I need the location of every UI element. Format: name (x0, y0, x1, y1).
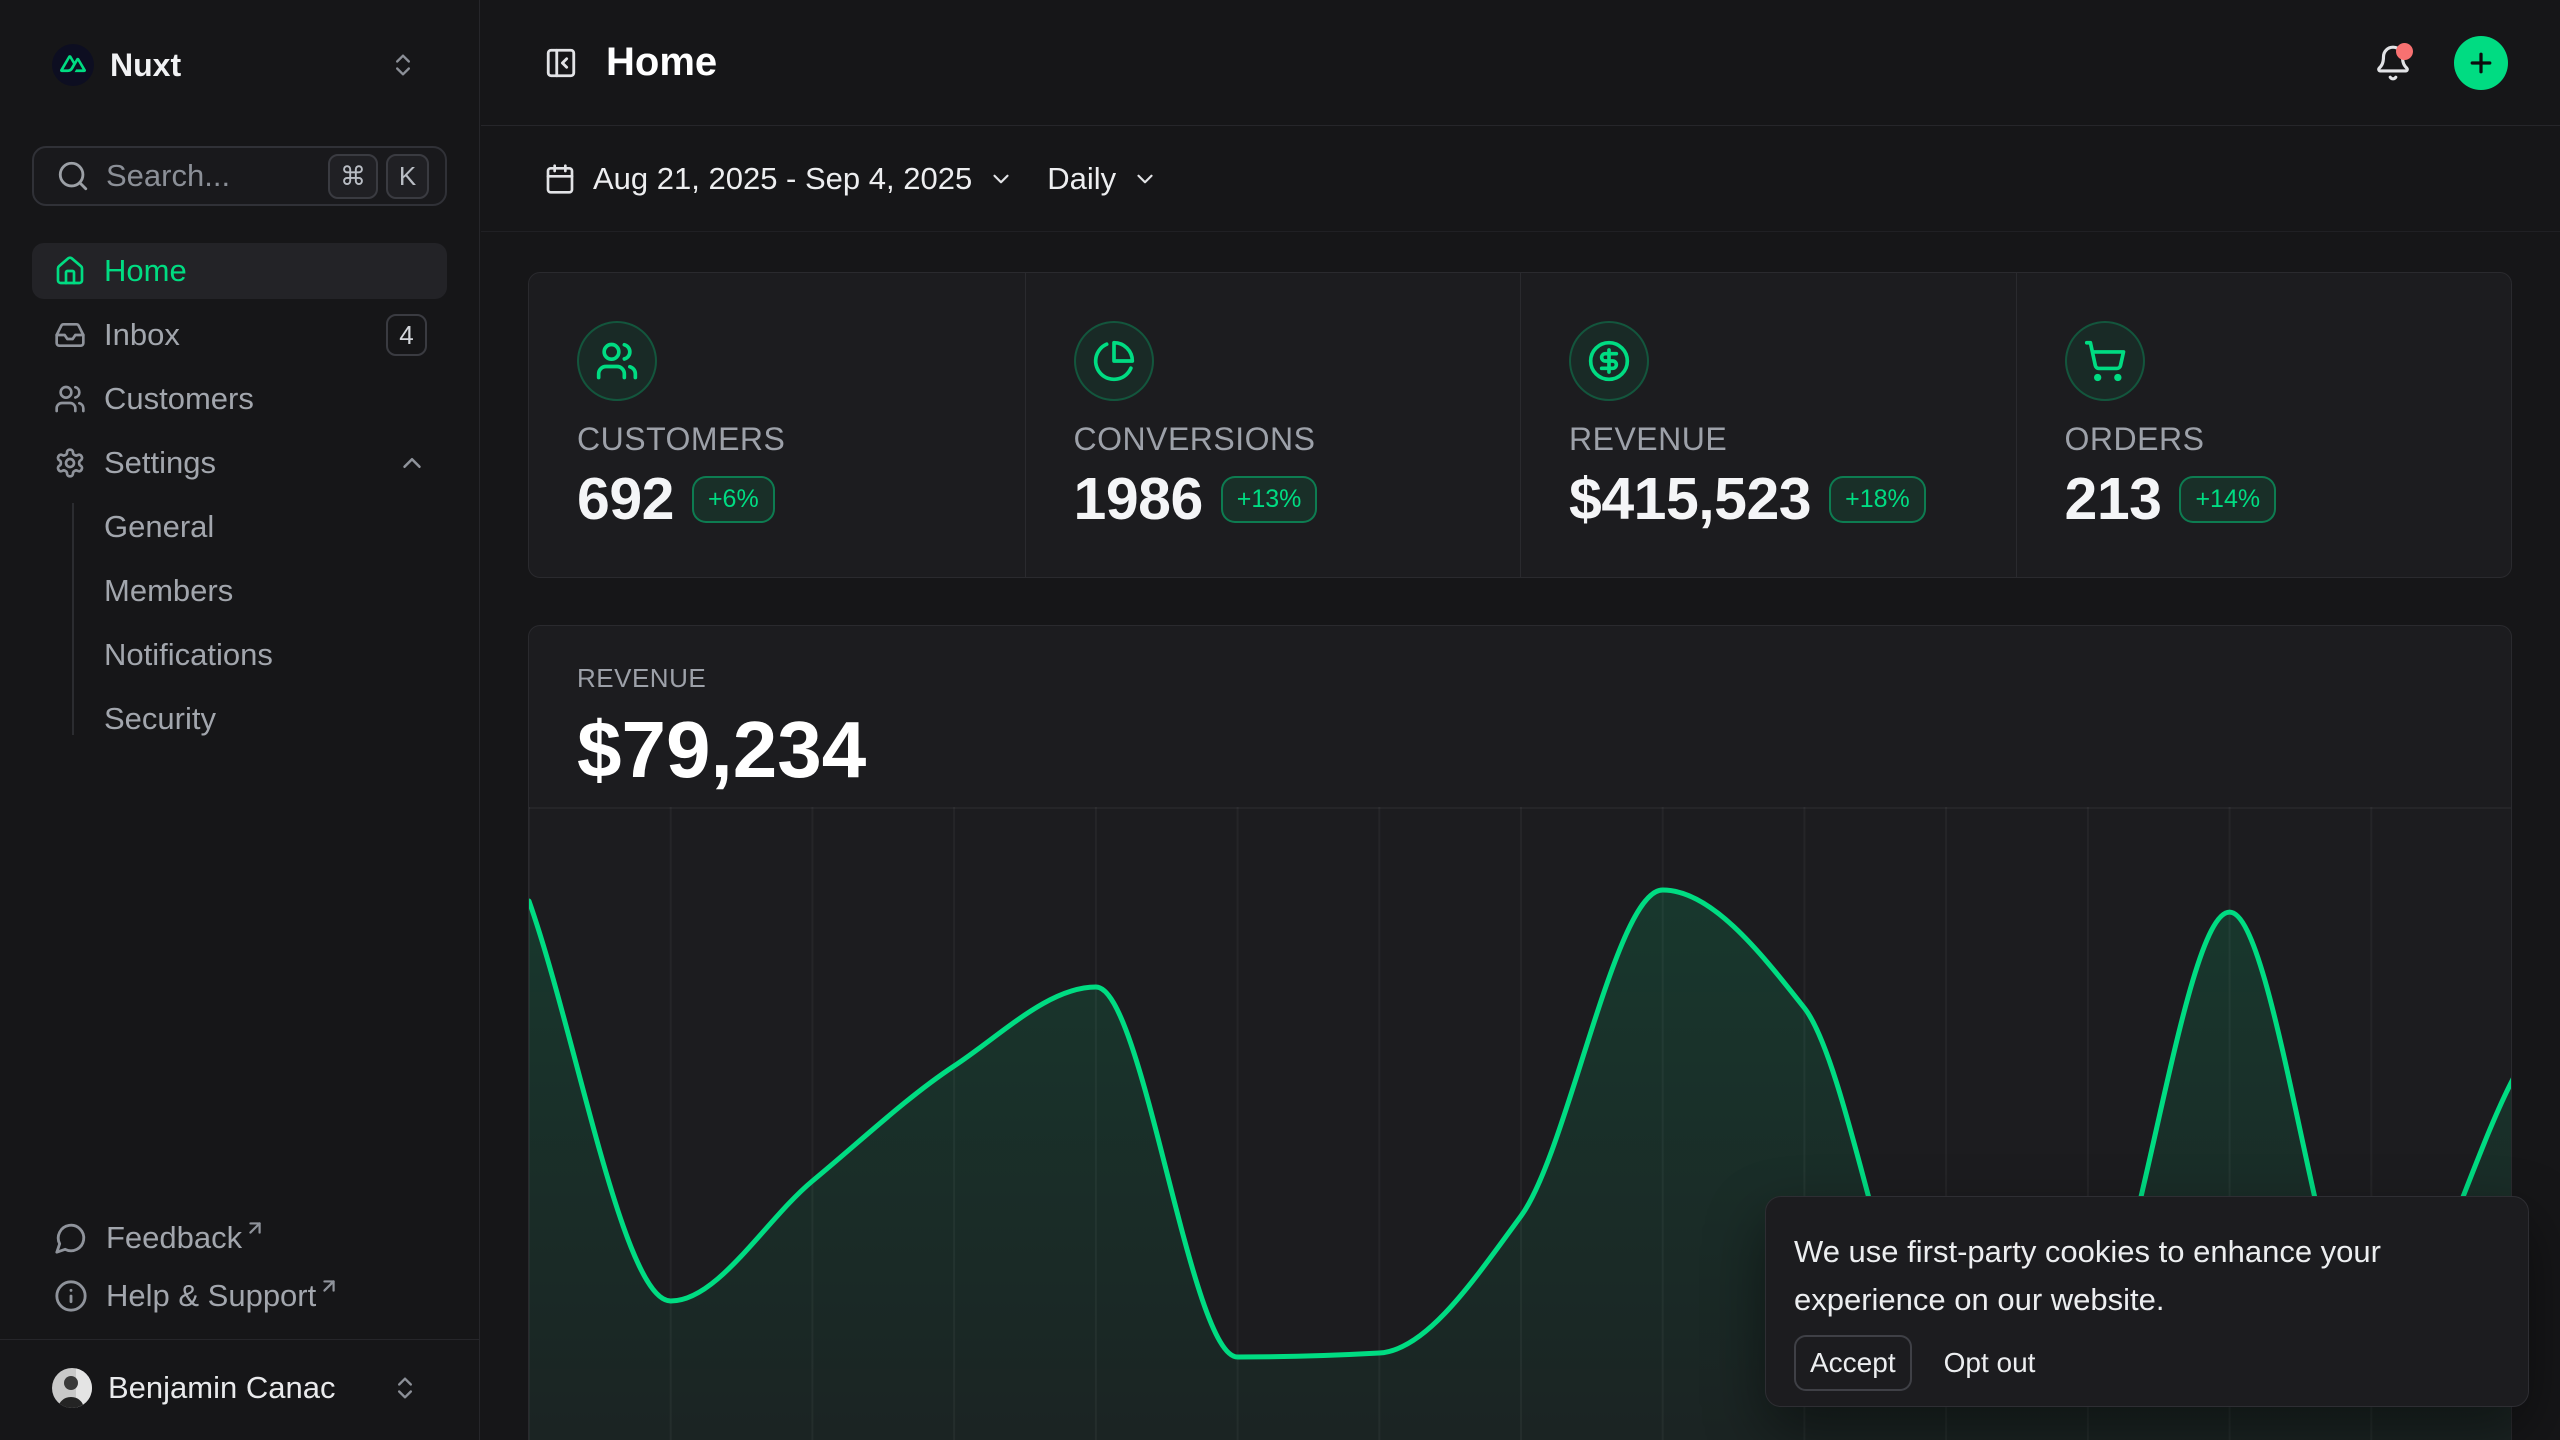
sidebar-nav: Home Inbox 4 Customers Settings Genera (32, 243, 447, 747)
stat-value: 692 (577, 466, 674, 532)
sidebar-item-label: Inbox (104, 317, 180, 352)
page-title: Home (606, 40, 718, 84)
panel-left-close-icon (546, 48, 576, 77)
nuxt-logo (52, 44, 94, 86)
notifications-button[interactable] (2370, 40, 2416, 86)
revenue-area-chart[interactable] (529, 807, 2512, 1440)
plus-icon (2470, 52, 2492, 73)
calendar-icon (544, 163, 576, 195)
date-range-label: Aug 21, 2025 - Sep 4, 2025 (593, 160, 973, 196)
search-placeholder: Search... (106, 158, 231, 193)
stat-delta-badge: +13% (1220, 475, 1318, 523)
external-link-icon (244, 1217, 266, 1239)
pie-chart-icon (1073, 321, 1154, 401)
kbd-k: K (386, 153, 429, 199)
add-button[interactable] (2454, 35, 2508, 90)
users-icon (54, 383, 86, 415)
main-area: Home Aug 21, 2025 - Sep 4, 2025 Daily (481, 0, 2560, 1440)
chevron-down-icon (1132, 166, 1158, 192)
date-range-picker[interactable]: Aug 21, 2025 - Sep 4, 2025 (544, 161, 1014, 197)
kbd-meta: ⌘ (328, 153, 378, 199)
stats-panel: CUSTOMERS 692 +6% CONVERSIONS 1986 +13% … (528, 272, 2512, 578)
sidebar-item-customers[interactable]: Customers (32, 371, 447, 427)
user-menu[interactable]: Benjamin Canac (32, 1356, 447, 1420)
sidebar-item-help-support[interactable]: Help & Support (32, 1267, 447, 1325)
stat-value: 213 (2064, 466, 2162, 532)
workspace-name: Nuxt (110, 46, 182, 83)
sidebar-item-notifications[interactable]: Notifications (104, 637, 273, 672)
chart-line (529, 887, 2511, 1394)
avatar (52, 1368, 92, 1408)
dollar-circle-icon (1569, 321, 1649, 401)
stat-label: CUSTOMERS (577, 421, 786, 457)
toolbar: Aug 21, 2025 - Sep 4, 2025 Daily (481, 126, 2560, 232)
stat-label: ORDERS (2064, 421, 2205, 457)
stat-label: CONVERSIONS (1073, 421, 1316, 457)
search-shortcut: ⌘ K (328, 153, 429, 199)
sidebar-item-home[interactable]: Home (32, 243, 447, 299)
chart-total: $79,234 (577, 705, 867, 794)
stat-card-customers[interactable]: CUSTOMERS 692 +6% (529, 273, 1025, 577)
users-icon (577, 321, 657, 401)
sidebar-item-members[interactable]: Members (104, 573, 234, 608)
message-icon (54, 1221, 88, 1255)
stat-value: $415,523 (1569, 466, 1812, 532)
home-icon (54, 255, 86, 287)
info-icon (54, 1279, 88, 1313)
chevron-down-icon (988, 166, 1014, 192)
stat-delta-badge: +18% (1829, 475, 1926, 523)
cookie-banner: We use first-party cookies to enhance yo… (1765, 1196, 2529, 1407)
sidebar-item-label: Settings (104, 445, 217, 480)
sidebar-item-general[interactable]: General (104, 509, 215, 544)
stat-delta-badge: +6% (691, 475, 775, 523)
sidebar-item-settings[interactable]: Settings (32, 435, 447, 491)
notification-dot (2396, 42, 2413, 60)
sidebar-item-feedback[interactable]: Feedback (32, 1209, 447, 1267)
stat-delta-badge: +14% (2179, 475, 2277, 523)
sidebar-item-label: Home (104, 253, 187, 288)
accept-button[interactable]: Accept (1794, 1335, 1912, 1391)
chart-area-fill (529, 890, 2511, 1440)
sidebar-item-label: Feedback (106, 1220, 243, 1255)
period-label: Daily (1047, 160, 1117, 196)
chevrons-up-down-icon (389, 51, 417, 79)
page-header: Home (481, 0, 2560, 126)
search-input[interactable]: Search... ⌘ K (32, 146, 447, 206)
chevron-up-icon (397, 448, 427, 478)
cookie-message: We use first-party cookies to enhance yo… (1794, 1234, 2381, 1317)
sidebar-item-label: Customers (104, 381, 254, 416)
period-select[interactable]: Daily (1047, 161, 1158, 197)
inbox-count-badge: 4 (386, 314, 427, 356)
sidebar-collapse-button[interactable] (528, 30, 594, 96)
external-link-icon (318, 1275, 340, 1297)
inbox-icon (54, 319, 86, 351)
sidebar-item-inbox[interactable]: Inbox 4 (32, 307, 447, 363)
sidebar-bottom: Feedback Help & Support Benjam (0, 1209, 479, 1440)
workspace-switcher[interactable]: Nuxt (32, 32, 447, 98)
gear-icon (54, 447, 86, 479)
optout-button[interactable]: Opt out (1928, 1339, 2052, 1387)
sidebar-item-security[interactable]: Security (104, 701, 216, 736)
sidebar: Nuxt Search... ⌘ K Home Inbox 4 (0, 0, 480, 1440)
stat-value: 1986 (1073, 466, 1204, 532)
chart-title: REVENUE (577, 663, 707, 693)
stat-card-orders[interactable]: ORDERS 213 +14% (2015, 273, 2512, 577)
user-name: Benjamin Canac (108, 1370, 336, 1405)
sidebar-item-label: Help & Support (106, 1278, 317, 1313)
cart-icon (2064, 321, 2145, 401)
stat-card-revenue[interactable]: REVENUE $415,523 +18% (1520, 273, 2016, 577)
chevrons-up-down-icon (391, 1374, 419, 1402)
stat-label: REVENUE (1569, 421, 1728, 457)
search-icon (56, 159, 90, 193)
stat-card-conversions[interactable]: CONVERSIONS 1986 +13% (1024, 273, 1521, 577)
settings-children: General Members Notifications Security (72, 499, 447, 747)
